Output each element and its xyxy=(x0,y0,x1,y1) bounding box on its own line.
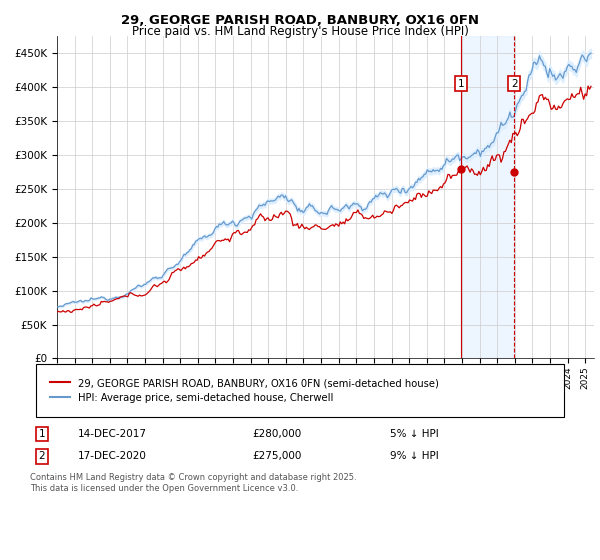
Text: 2: 2 xyxy=(511,79,517,89)
Legend: 29, GEORGE PARISH ROAD, BANBURY, OX16 0FN (semi-detached house), HPI: Average pr: 29, GEORGE PARISH ROAD, BANBURY, OX16 0F… xyxy=(46,374,443,407)
FancyBboxPatch shape xyxy=(36,364,564,417)
Text: 14-DEC-2017: 14-DEC-2017 xyxy=(78,429,147,439)
Bar xyxy=(461,36,514,358)
Text: Price paid vs. HM Land Registry's House Price Index (HPI): Price paid vs. HM Land Registry's House … xyxy=(131,25,469,38)
Text: £275,000: £275,000 xyxy=(252,451,301,461)
Text: 1: 1 xyxy=(38,429,46,439)
Text: 17-DEC-2020: 17-DEC-2020 xyxy=(78,451,147,461)
Text: 2: 2 xyxy=(38,451,46,461)
Text: 1: 1 xyxy=(458,79,464,89)
Text: £280,000: £280,000 xyxy=(252,429,301,439)
Text: 5% ↓ HPI: 5% ↓ HPI xyxy=(390,429,439,439)
Text: Contains HM Land Registry data © Crown copyright and database right 2025.
This d: Contains HM Land Registry data © Crown c… xyxy=(30,473,356,493)
Text: 9% ↓ HPI: 9% ↓ HPI xyxy=(390,451,439,461)
Text: 29, GEORGE PARISH ROAD, BANBURY, OX16 0FN: 29, GEORGE PARISH ROAD, BANBURY, OX16 0F… xyxy=(121,14,479,27)
